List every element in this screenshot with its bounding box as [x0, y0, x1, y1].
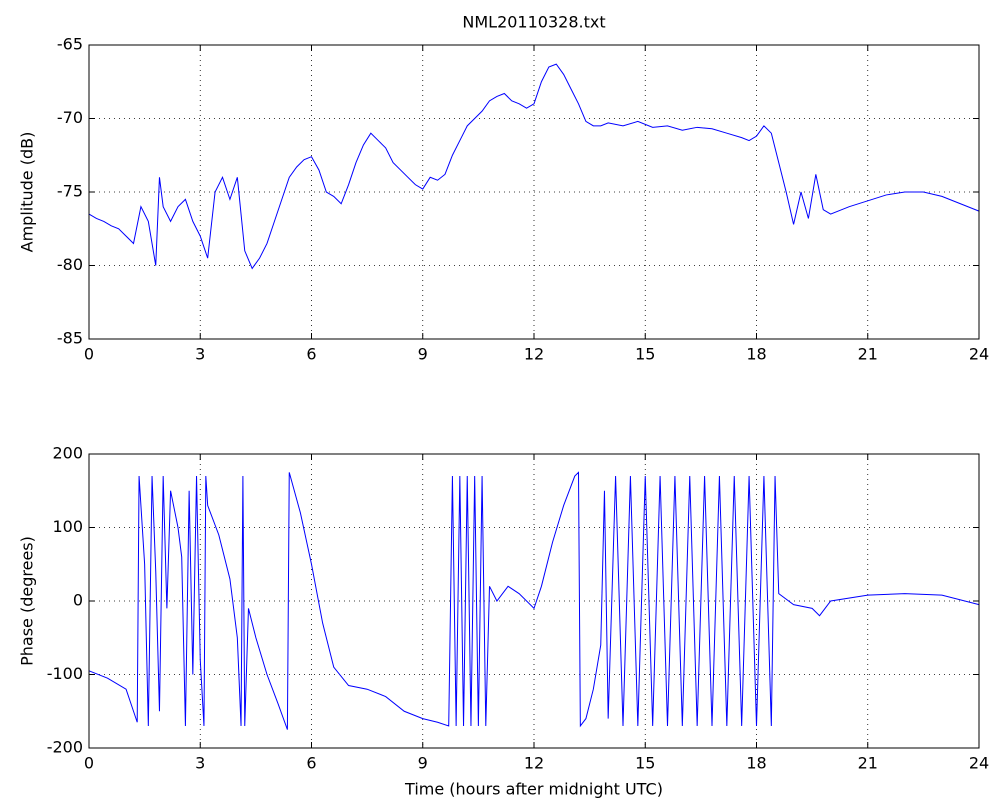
y-tick-label: -70: [57, 108, 83, 127]
plot-frame: [88, 453, 980, 749]
x-tick-label: 6: [306, 754, 316, 773]
chart-title: NML20110328.txt: [462, 13, 605, 32]
y-tick-label: -100: [47, 664, 83, 683]
y-tick-label: 100: [52, 517, 83, 536]
x-tick-label: 24: [969, 754, 989, 773]
plot-frame: [88, 44, 980, 340]
x-tick-label: 3: [195, 345, 205, 364]
y-axis-label: Amplitude (dB): [18, 132, 37, 253]
x-tick-label: 12: [524, 754, 544, 773]
x-tick-label: 18: [746, 345, 766, 364]
x-tick-label: 12: [524, 345, 544, 364]
y-tick-label: 200: [52, 444, 83, 463]
x-tick-label: 21: [858, 345, 878, 364]
data-line: [88, 63, 980, 270]
x-tick-label: 15: [635, 345, 655, 364]
x-tick-label: 9: [418, 345, 428, 364]
y-tick-label: -85: [57, 329, 83, 348]
x-tick-label: 0: [84, 754, 94, 773]
x-tick-label: 3: [195, 754, 205, 773]
y-axis-label: Phase (degrees): [18, 536, 37, 666]
x-tick-label: 0: [84, 345, 94, 364]
x-tick-label: 15: [635, 754, 655, 773]
x-tick-label: 24: [969, 345, 989, 364]
y-tick-label: -75: [57, 182, 83, 201]
x-tick-label: 9: [418, 754, 428, 773]
y-tick-label: -200: [47, 738, 83, 757]
y-tick-label: 0: [73, 591, 83, 610]
y-tick-label: -65: [57, 35, 83, 54]
x-tick-label: 21: [858, 754, 878, 773]
data-line: [88, 471, 980, 730]
y-tick-label: -80: [57, 255, 83, 274]
x-tick-label: 6: [306, 345, 316, 364]
x-tick-label: 18: [746, 754, 766, 773]
x-axis-label: Time (hours after midnight UTC): [404, 780, 663, 799]
